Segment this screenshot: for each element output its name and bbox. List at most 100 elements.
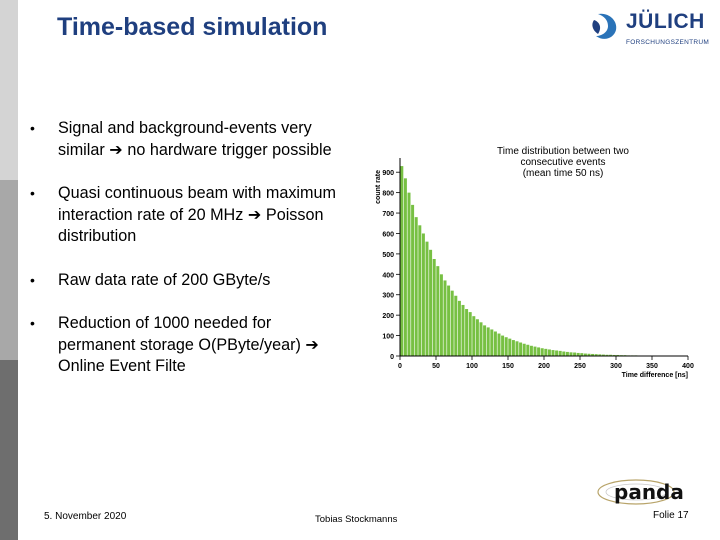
side-decoration-bar — [0, 0, 18, 540]
histogram-bar — [429, 249, 433, 356]
histogram-bar — [591, 353, 595, 356]
histogram-bar — [533, 346, 537, 356]
histogram-bar — [454, 295, 458, 356]
y-tick-label: 200 — [382, 313, 394, 320]
histogram-bar — [403, 178, 407, 356]
side-bar-segment-light — [0, 0, 18, 180]
histogram-bar — [569, 352, 573, 356]
histogram-bar — [483, 325, 487, 356]
histogram-bar — [587, 353, 591, 356]
histogram-bar — [609, 354, 613, 356]
histogram-bar — [407, 192, 411, 356]
histogram-bar — [576, 352, 580, 356]
histogram-bar — [439, 274, 443, 356]
histogram-bar — [515, 341, 519, 356]
histogram-bar — [511, 340, 515, 356]
histogram-bar — [414, 217, 418, 356]
chart-title-line: consecutive events — [520, 157, 605, 168]
histogram-bar — [501, 335, 505, 356]
histogram-chart: 0 100 200 300 400 500 600 700 800 900 0 50 100 150 200… — [375, 146, 694, 379]
histogram-bar — [479, 322, 483, 356]
x-tick-label: 400 — [682, 363, 694, 370]
y-tick-label: 300 — [382, 293, 394, 300]
histogram-bar — [605, 354, 609, 356]
histogram-bar — [616, 354, 620, 356]
bullet-text: Quasi continuous beam with maximum inter… — [58, 184, 337, 245]
histogram-bar — [537, 347, 541, 356]
histogram-bar — [421, 233, 425, 356]
footer-date: 5. November 2020 — [44, 511, 127, 522]
histogram-bar — [472, 316, 476, 356]
histogram-bar — [547, 349, 551, 356]
slide-title: Time-based simulation — [57, 13, 328, 41]
panda-logo-text: panda — [614, 480, 684, 504]
histogram-bar — [562, 351, 566, 356]
histogram-bar — [475, 319, 479, 356]
histogram-bar — [612, 354, 616, 356]
histogram-bar — [486, 327, 490, 356]
side-bar-segment-mid — [0, 180, 18, 360]
bullet-item: • Raw data rate of 200 GByte/s — [30, 270, 350, 292]
chart-title-line: (mean time 50 ns) — [523, 168, 604, 179]
bullet-marker: • — [30, 271, 35, 288]
histogram-bar — [400, 166, 404, 356]
histogram-bar — [465, 309, 469, 356]
y-tick-label: 0 — [390, 354, 394, 361]
histogram-bar — [598, 354, 602, 356]
x-tick-label: 100 — [466, 363, 478, 370]
bullet-text: Signal and background-events very simila… — [58, 119, 332, 159]
bullet-marker: • — [30, 315, 35, 331]
histogram-bar — [425, 241, 429, 356]
bullet-item: • Signal and background-events very simil… — [30, 118, 350, 161]
y-tick-label: 400 — [382, 272, 394, 279]
histogram-bar — [551, 350, 555, 356]
histogram-bar — [529, 345, 533, 356]
x-tick-label: 0 — [398, 363, 402, 370]
histogram-bar — [461, 304, 465, 356]
y-tick-label: 800 — [382, 191, 394, 198]
bullet-item: • Quasi continuous beam with maximum inte… — [30, 183, 350, 248]
footer-page-number: Folie 17 — [653, 510, 689, 521]
histogram-bar — [540, 348, 544, 356]
histogram-bar — [544, 348, 548, 356]
histogram-bar — [580, 353, 584, 356]
x-axis-label: Time difference [ns] — [622, 372, 688, 379]
juelich-logo: JÜLICH FORSCHUNGSZENTRUM — [588, 8, 716, 52]
histogram-bar — [565, 351, 569, 356]
histogram-bar — [504, 337, 508, 356]
histogram-bar — [555, 350, 559, 356]
histogram-bar — [432, 259, 436, 356]
histogram-bar — [558, 350, 562, 356]
x-tick-label: 150 — [502, 363, 514, 370]
histogram-bar — [573, 352, 577, 356]
histogram-bar — [497, 333, 501, 356]
bullet-marker: • — [30, 120, 35, 136]
y-tick-label: 600 — [382, 231, 394, 238]
histogram-bar — [526, 344, 530, 356]
juelich-logo-name: JÜLICH — [626, 10, 705, 33]
x-tick-label: 250 — [574, 363, 586, 370]
histogram-bar — [457, 300, 461, 356]
bullet-text: Reduction of 1000 needed for permanent s… — [58, 314, 319, 375]
histogram-bar — [522, 343, 526, 356]
side-bar-segment-dark — [0, 360, 18, 540]
histogram-bar — [411, 204, 415, 356]
footer-author: Tobias Stockmanns — [315, 514, 398, 525]
juelich-logo-icon — [592, 13, 617, 39]
histogram-bar — [436, 266, 440, 356]
panda-logo: panda — [597, 479, 684, 505]
y-axis-label: count rate — [375, 170, 382, 204]
histogram-bar — [418, 225, 422, 356]
histogram-bar — [508, 338, 512, 356]
histogram-bar — [443, 280, 447, 356]
bullet-marker: • — [30, 185, 35, 201]
y-tick-label: 700 — [382, 211, 394, 218]
y-tick-label: 900 — [382, 170, 394, 177]
y-tick-label: 500 — [382, 252, 394, 259]
bullet-item: • Reduction of 1000 needed for permanent … — [30, 313, 350, 378]
x-tick-label: 300 — [610, 363, 622, 370]
y-tick-label: 100 — [382, 334, 394, 341]
bullet-list: • Signal and background-events very simil… — [30, 118, 350, 400]
x-tick-label: 350 — [646, 363, 658, 370]
bullet-text: Raw data rate of 200 GByte/s — [58, 270, 271, 289]
